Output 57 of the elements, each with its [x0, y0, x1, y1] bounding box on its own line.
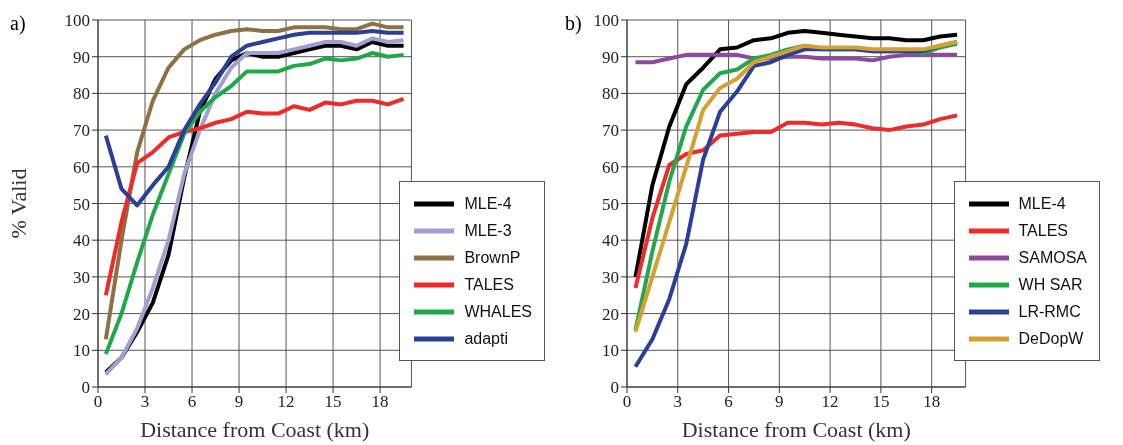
- y-tick-label: 100: [593, 11, 619, 31]
- y-tick-label: 60: [602, 157, 619, 177]
- y-tick-label: 90: [602, 47, 619, 67]
- y-tick-label: 50: [602, 194, 619, 214]
- legend-label: SAMOSA: [1018, 248, 1087, 267]
- legend-label: DeDopW: [1018, 329, 1084, 348]
- x-tick-label: 0: [93, 392, 103, 412]
- y-tick-label: 0: [81, 378, 90, 398]
- y-tick-label: 50: [73, 194, 90, 214]
- x-tick-label: 15: [872, 392, 890, 412]
- legend-label: MLE-4: [464, 194, 512, 213]
- legend-label: MLE-3: [464, 221, 512, 240]
- y-tick-label: 0: [610, 378, 619, 398]
- y-axis-title: % Valid: [5, 168, 31, 239]
- x-tick-label: 3: [673, 392, 683, 412]
- chart-title: a): [10, 12, 26, 35]
- y-tick-label: 100: [64, 11, 90, 31]
- x-axis-title: Distance from Coast (km): [681, 417, 911, 442]
- y-tick-label: 80: [73, 84, 90, 104]
- x-tick-label: 3: [140, 392, 150, 412]
- x-tick-label: 12: [277, 392, 295, 412]
- y-tick-label: 40: [602, 231, 619, 251]
- y-tick-label: 70: [73, 121, 90, 141]
- line-series: [103, 96, 406, 298]
- x-tick-label: 0: [622, 392, 632, 412]
- y-tick-label: 20: [602, 304, 619, 324]
- legend-label: WH SAR: [1018, 275, 1083, 294]
- y-tick-label: 30: [73, 267, 90, 287]
- y-tick-label: 80: [602, 84, 619, 104]
- y-tick-label: 60: [73, 157, 90, 177]
- legend-label: WHALES: [464, 302, 532, 321]
- x-tick-label: 6: [724, 392, 733, 412]
- legend-label: MLE-4: [1018, 194, 1066, 213]
- x-tick-label: 9: [234, 392, 244, 412]
- x-tick-label: 18: [923, 392, 941, 412]
- x-tick-label: 9: [775, 392, 784, 412]
- y-tick-label: 10: [602, 341, 619, 361]
- legend-label: TALES: [1018, 221, 1069, 240]
- legend-label: BrownP: [464, 248, 521, 267]
- y-tick-label: 30: [602, 267, 619, 287]
- y-tick-label: 40: [73, 231, 90, 251]
- legend-label: TALES: [464, 275, 514, 294]
- line-series: [633, 113, 960, 290]
- line-series: [103, 29, 406, 208]
- y-tick-label: 70: [602, 121, 619, 141]
- x-tick-label: 15: [324, 392, 342, 412]
- line-series: [633, 29, 960, 279]
- x-tick-label: 18: [371, 392, 389, 412]
- y-tick-label: 20: [73, 304, 90, 324]
- legend-label: adapti: [464, 329, 509, 348]
- x-axis-title: Distance from Coast (km): [140, 417, 370, 442]
- y-tick-label: 10: [73, 341, 90, 361]
- chart-title: b): [565, 12, 582, 35]
- x-tick-label: 6: [187, 392, 197, 412]
- legend-label: LR-RMC: [1018, 302, 1081, 321]
- x-tick-label: 12: [821, 392, 839, 412]
- y-tick-label: 90: [73, 47, 90, 67]
